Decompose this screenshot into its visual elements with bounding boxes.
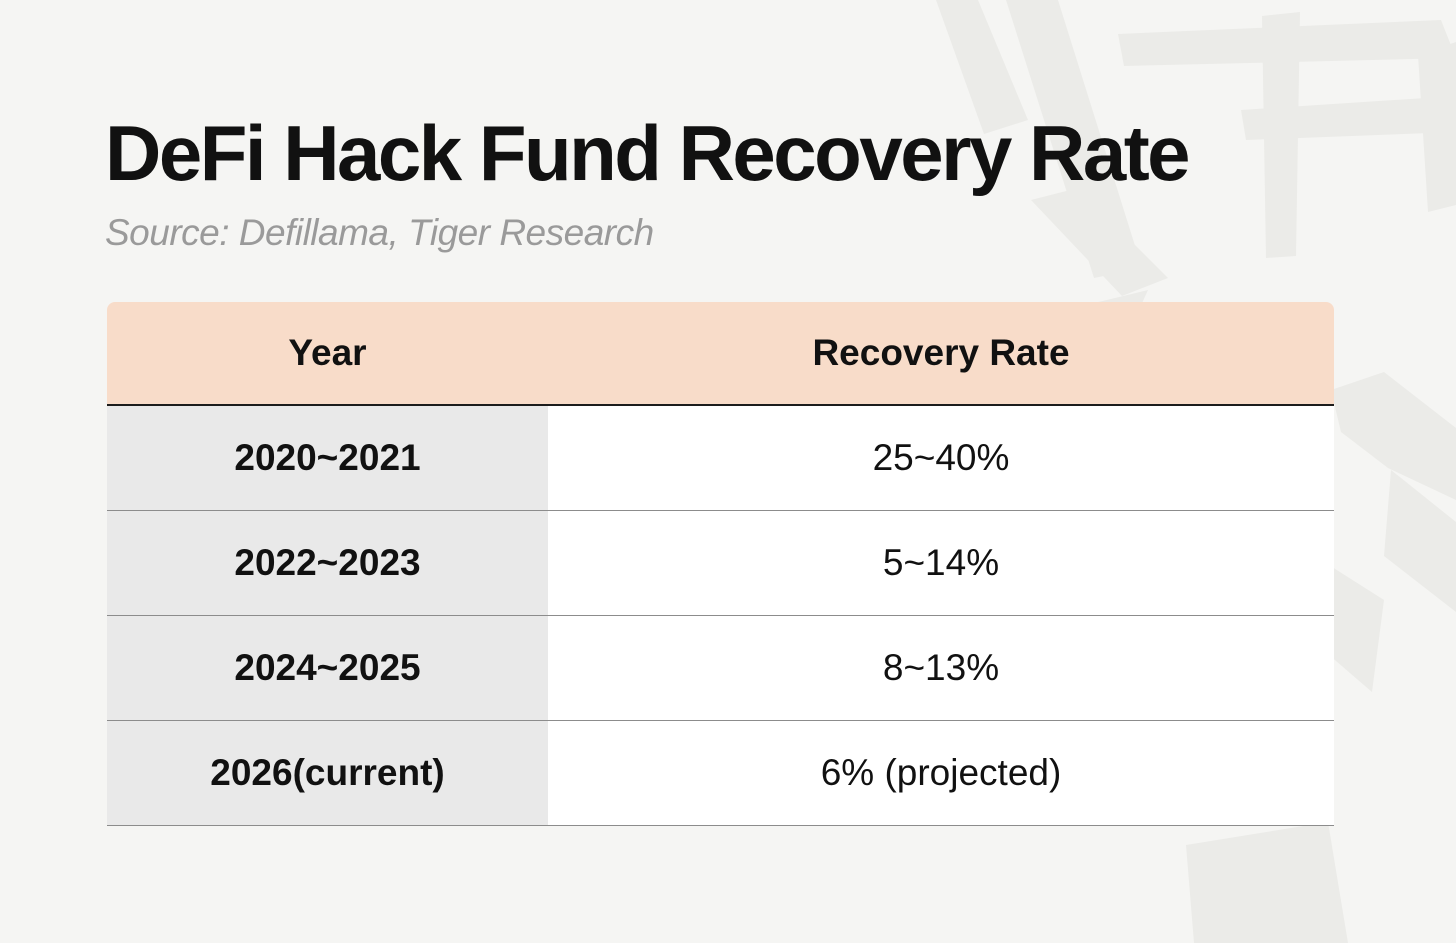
year-cell: 2020~2021 xyxy=(107,405,548,511)
table-row: 2026(current) 6% (projected) xyxy=(107,720,1334,826)
column-header-year: Year xyxy=(107,302,548,406)
rate-cell: 8~13% xyxy=(548,615,1334,721)
year-cell: 2026(current) xyxy=(107,720,548,826)
rate-cell: 6% (projected) xyxy=(548,720,1334,826)
source-caption: Source: Defillama, Tiger Research xyxy=(105,212,654,253)
year-cell: 2022~2023 xyxy=(107,510,548,616)
table-row: 2022~2023 5~14% xyxy=(107,510,1334,616)
table-row: 2024~2025 8~13% xyxy=(107,615,1334,721)
table-header-row: Year Recovery Rate xyxy=(107,302,1334,406)
recovery-rate-table: Year Recovery Rate 2020~2021 25~40% 2022… xyxy=(107,302,1334,826)
year-cell: 2024~2025 xyxy=(107,615,548,721)
rate-cell: 5~14% xyxy=(548,510,1334,616)
rate-cell: 25~40% xyxy=(548,405,1334,511)
page-title: DeFi Hack Fund Recovery Rate xyxy=(105,109,1191,197)
table-row: 2020~2021 25~40% xyxy=(107,405,1334,511)
column-header-recovery-rate: Recovery Rate xyxy=(548,302,1334,406)
